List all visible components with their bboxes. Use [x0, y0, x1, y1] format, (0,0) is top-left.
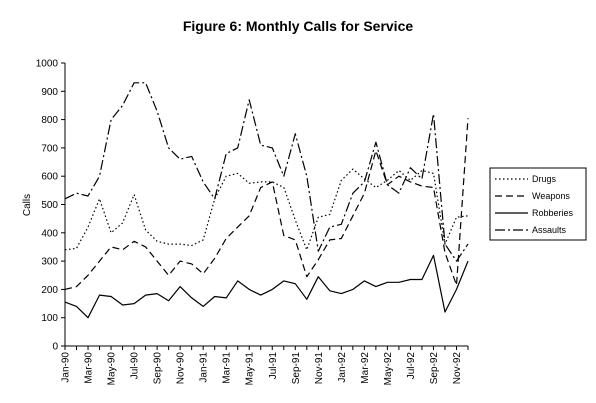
x-tick-label: Mar-90	[84, 352, 95, 384]
x-tick-label: Sep-91	[291, 352, 302, 385]
y-tick-label: 200	[41, 285, 58, 296]
x-tick-label: Mar-92	[360, 352, 371, 384]
legend-label-drugs: Drugs	[532, 174, 557, 184]
legend-label-assaults: Assaults	[532, 225, 567, 235]
y-tick-label: 300	[41, 257, 58, 268]
legend-box	[489, 167, 587, 241]
series-layer	[64, 82, 469, 319]
x-tick-label: Sep-92	[429, 352, 440, 385]
y-tick-label: 700	[41, 143, 58, 154]
x-tick-label: Jul-91	[268, 352, 279, 380]
y-tick-label: 100	[41, 313, 58, 324]
x-tick-label: May-91	[245, 352, 256, 386]
x-tick-label: Nov-90	[176, 352, 187, 385]
y-tick-label: 0	[52, 342, 58, 353]
axes: 0 100 200 300 400 500 600 700 800 900 1000 Jan-90 Ma…	[36, 59, 469, 386]
x-tick-label: Sep-90	[153, 352, 164, 385]
y-tick-label: 500	[41, 200, 58, 211]
legend: Drugs Weapons Robberies Assaults	[489, 167, 587, 241]
x-tick-label: Jul-92	[406, 352, 417, 380]
y-axis-label: Calls	[22, 194, 33, 216]
y-tick-label: 600	[41, 172, 58, 183]
legend-label-robberies: Robberies	[532, 208, 574, 218]
x-tick-label: Jan-91	[199, 352, 210, 383]
series-line-weapons	[64, 118, 469, 290]
x-tick-label: May-92	[383, 352, 394, 386]
y-tick-label: 800	[41, 115, 58, 126]
x-tick-label: May-90	[107, 352, 118, 386]
x-tick-label: Jan-90	[61, 352, 72, 383]
x-tick-label: Jan-92	[337, 352, 348, 383]
y-tick-label: 900	[41, 87, 58, 98]
x-tick-label: Jul-90	[130, 352, 141, 380]
series-line-robberies	[64, 254, 469, 319]
series-line-drugs	[64, 168, 469, 251]
x-tick-label: Nov-92	[452, 352, 463, 385]
x-tick-label: Mar-91	[222, 352, 233, 384]
legend-label-weapons: Weapons	[532, 191, 570, 201]
y-tick-label: 400	[41, 228, 58, 239]
chart-title: Figure 6: Monthly Calls for Service	[183, 18, 413, 34]
series-line-assaults	[64, 82, 469, 262]
y-tick-label: 1000	[36, 59, 59, 70]
x-tick-label: Nov-91	[314, 352, 325, 385]
